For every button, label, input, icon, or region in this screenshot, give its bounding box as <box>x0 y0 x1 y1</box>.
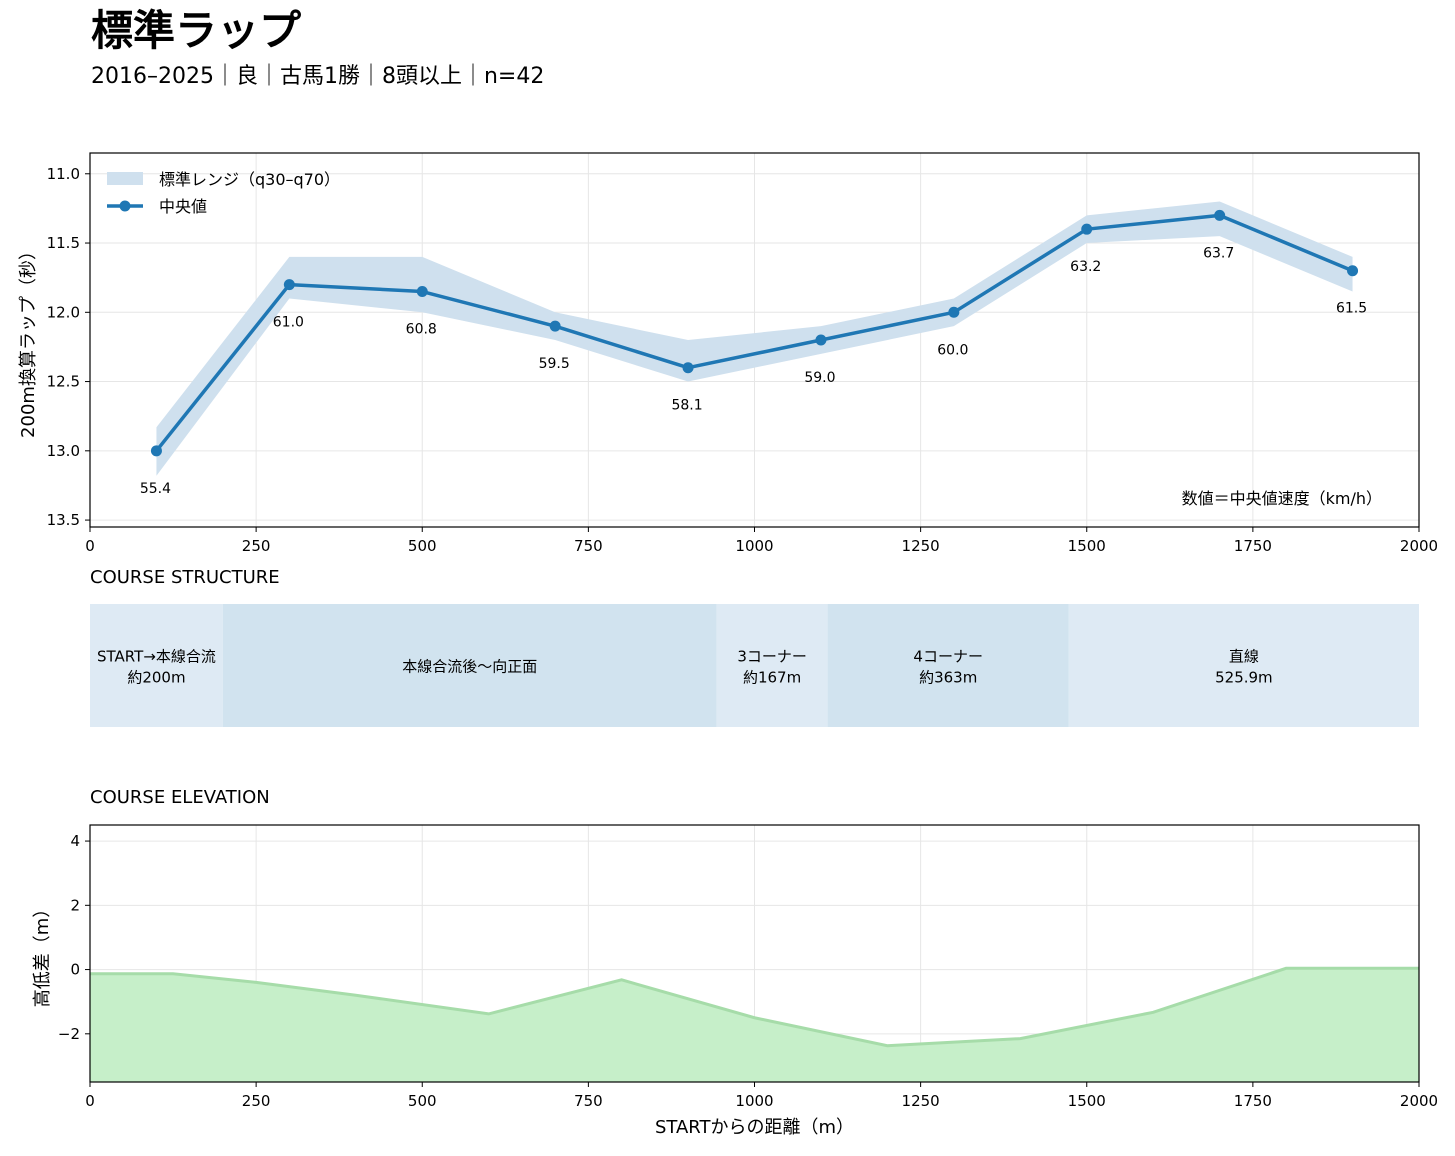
plot-frame <box>89 824 1420 1083</box>
median-point <box>948 306 960 318</box>
elevation-line <box>90 966 1419 1048</box>
speed-label: 61.0 <box>273 315 304 331</box>
segment-length: 525.9m <box>1215 669 1273 687</box>
x-tick-label: 1250 <box>902 1092 940 1110</box>
y-tick-label: 12.5 <box>47 373 80 391</box>
segment-name: 4コーナー <box>913 648 983 666</box>
elevation-area <box>90 968 1419 1082</box>
segment-length: 約200m <box>127 669 185 687</box>
median-point <box>416 286 428 298</box>
x-tick-label: 1500 <box>1068 537 1106 555</box>
speed-label: 60.8 <box>406 322 437 338</box>
median-point <box>549 320 561 332</box>
speed-note: 数値＝中央値速度（km/h） <box>1182 489 1382 508</box>
x-tick-label: 2000 <box>1400 537 1438 555</box>
y-tick-label: 11.5 <box>47 234 80 252</box>
x-tick-label: 2000 <box>1400 1092 1438 1110</box>
segment-length: 約363m <box>919 669 977 687</box>
course-segment <box>1068 604 1419 727</box>
x-tick-label: 500 <box>408 1092 437 1110</box>
median-point <box>815 334 827 346</box>
x-tick-label: 1000 <box>735 1092 773 1110</box>
y-tick-label: 2 <box>70 896 80 914</box>
x-axis-label: STARTからの距離（m） <box>655 1117 854 1138</box>
legend-line-marker <box>119 200 131 212</box>
x-tick-label: 250 <box>242 537 271 555</box>
page-title: 標準ラップ <box>91 6 302 55</box>
median-point <box>1081 223 1093 235</box>
plot-frame <box>89 152 1420 528</box>
median-point <box>1347 265 1359 277</box>
range-band <box>156 201 1353 476</box>
course-segment <box>827 604 1069 727</box>
median-point <box>682 362 694 374</box>
legend-line-label: 中央値 <box>159 197 207 216</box>
y-axis-label: 高低差（m） <box>32 900 53 1008</box>
segment-name: 3コーナー <box>737 648 807 666</box>
median-point <box>150 445 162 457</box>
speed-label: 59.0 <box>804 370 835 386</box>
median-point <box>1214 209 1226 221</box>
speed-label: 58.1 <box>671 398 702 414</box>
y-tick-label: 11.0 <box>47 165 80 183</box>
speed-label: 61.5 <box>1336 301 1367 317</box>
legend-band-label: 標準レンジ（q30–q70） <box>159 170 340 189</box>
median-line <box>155 213 1354 452</box>
course-segment <box>222 604 717 727</box>
x-tick-label: 1500 <box>1068 1092 1106 1110</box>
x-tick-label: 1250 <box>902 537 940 555</box>
segment-length: 約167m <box>743 669 801 687</box>
segment-name: 本線合流後〜向正面 <box>402 658 537 676</box>
x-tick-label: 0 <box>85 537 95 555</box>
x-tick-label: 1000 <box>735 537 773 555</box>
x-tick-label: 0 <box>85 1092 95 1110</box>
y-tick-label: 13.5 <box>47 511 80 529</box>
speed-label: 60.0 <box>937 342 968 358</box>
y-tick-label: −2 <box>58 1025 80 1043</box>
speed-label: 63.7 <box>1203 245 1234 261</box>
median-point <box>283 279 295 291</box>
speed-label: 63.2 <box>1070 259 1101 275</box>
course-structure-title: COURSE STRUCTURE <box>90 567 280 588</box>
x-tick-label: 250 <box>242 1092 271 1110</box>
legend-band-swatch <box>107 172 143 185</box>
lap-chart: 0 250 500 750 1000 1250 1500 1750 2000 11.0 11.5 12… <box>18 152 1438 555</box>
segment-name: START→本線合流 <box>97 648 216 666</box>
y-axis-label: 200m換算ラップ（秒） <box>18 242 39 438</box>
x-tick-label: 500 <box>408 537 437 555</box>
speed-label: 55.4 <box>140 481 171 497</box>
page-subtitle: 2016–2025｜良｜古馬1勝｜8頭以上｜n=42 <box>91 64 545 89</box>
x-tick-label: 750 <box>574 537 603 555</box>
x-tick-label: 1750 <box>1234 537 1272 555</box>
course-elevation-title: COURSE ELEVATION <box>90 787 270 808</box>
course-segment <box>716 604 828 727</box>
y-tick-label: 0 <box>70 961 80 979</box>
course-segment <box>90 604 223 727</box>
speed-label: 59.5 <box>539 356 570 372</box>
segment-name: 直線 <box>1229 648 1259 666</box>
y-tick-label: 12.0 <box>47 303 80 321</box>
y-tick-label: 4 <box>70 832 80 850</box>
x-tick-label: 750 <box>574 1092 603 1110</box>
x-tick-label: 1750 <box>1234 1092 1272 1110</box>
course-elevation-chart: COURSE ELEVATION 0 250 500 750 1000 1250 1500 17… <box>32 787 1438 1138</box>
y-tick-label: 13.0 <box>47 442 80 460</box>
